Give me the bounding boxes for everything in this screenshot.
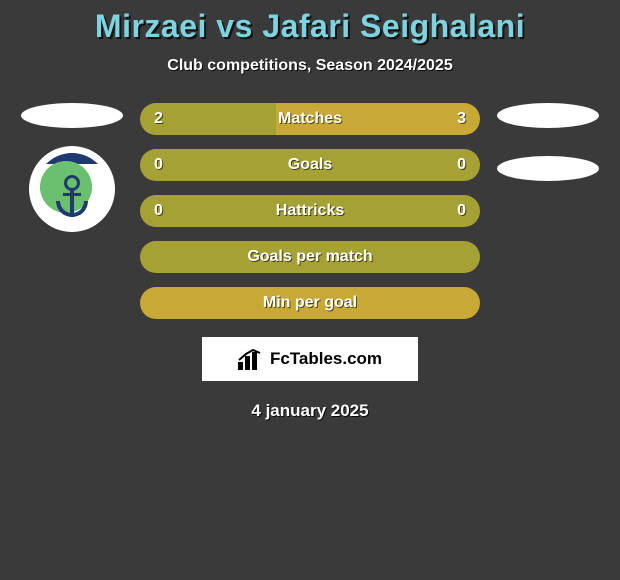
stat-label: Min per goal	[263, 294, 357, 312]
bar-chart-icon	[238, 348, 264, 370]
stat-label: Hattricks	[276, 202, 344, 220]
stat-right-value: 0	[436, 156, 466, 174]
subtitle: Club competitions, Season 2024/2025	[0, 57, 620, 75]
club-logo-left	[29, 146, 115, 232]
stat-left-value: 0	[154, 202, 184, 220]
stat-label: Matches	[278, 110, 342, 128]
footer-brand-box[interactable]: FcTables.com	[202, 337, 418, 381]
stats-area: 2 Matches 3 0 Goals 0 0 Hattricks 0 Goal…	[0, 103, 620, 319]
stat-row-goals: 0 Goals 0	[140, 149, 480, 181]
player-placeholder-right-1	[497, 103, 599, 128]
stat-right-value: 3	[436, 110, 466, 128]
stat-row-min-per-goal: Min per goal	[140, 287, 480, 319]
anchor-logo-icon	[36, 153, 108, 225]
date-line: 4 january 2025	[0, 401, 620, 421]
stat-left-value: 0	[154, 156, 184, 174]
stat-right-value: 0	[436, 202, 466, 220]
stat-label: Goals per match	[247, 248, 372, 266]
player-placeholder-left	[21, 103, 123, 128]
right-column	[492, 103, 604, 181]
stat-row-hattricks: 0 Hattricks 0	[140, 195, 480, 227]
left-column	[16, 103, 128, 232]
footer-brand-text: FcTables.com	[270, 349, 382, 369]
player-placeholder-right-2	[497, 156, 599, 181]
stat-row-goals-per-match: Goals per match	[140, 241, 480, 273]
widget-container: Mirzaei vs Jafari Seighalani Club compet…	[0, 0, 620, 421]
stat-label: Goals	[288, 156, 332, 174]
stat-left-value: 2	[154, 110, 184, 128]
stat-row-matches: 2 Matches 3	[140, 103, 480, 135]
page-title: Mirzaei vs Jafari Seighalani	[0, 8, 620, 45]
center-column: 2 Matches 3 0 Goals 0 0 Hattricks 0 Goal…	[140, 103, 480, 319]
